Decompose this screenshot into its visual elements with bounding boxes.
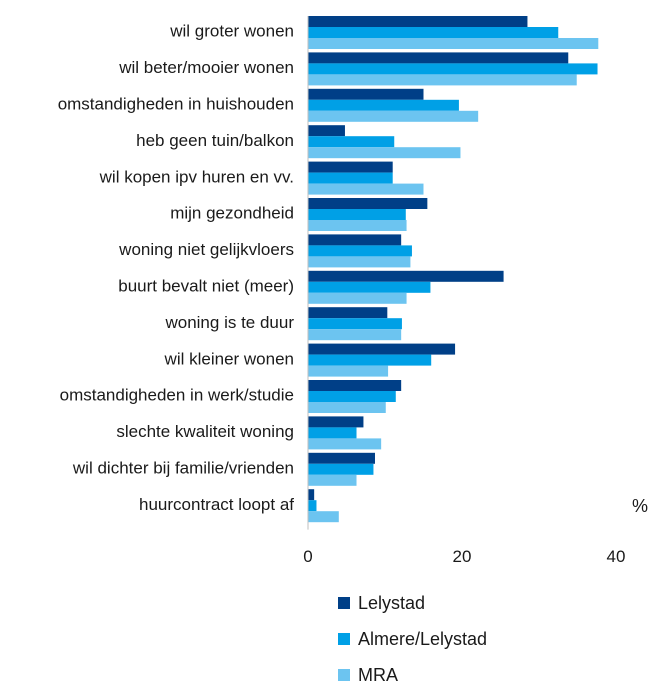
category-label: omstandigheden in werk/studie — [60, 386, 294, 405]
bar-almere-lelystad — [308, 463, 374, 475]
bar-lelystad — [308, 234, 402, 246]
category-label: huurcontract loopt af — [139, 495, 294, 514]
category-label: wil kopen ipv huren en vv. — [99, 167, 294, 186]
unit-label: % — [632, 496, 648, 516]
bar-mra — [308, 511, 339, 523]
bar-lelystad — [308, 343, 456, 355]
category-label: wil kleiner wonen — [164, 349, 294, 368]
x-axis-ticks: 0 20 40 — [303, 547, 625, 566]
bar-almere-lelystad — [308, 63, 598, 75]
legend-item: Almere/Lelystad — [338, 621, 487, 657]
x-tick-label: 0 — [303, 547, 312, 566]
category-label: wil beter/mooier wonen — [118, 58, 294, 77]
bar-mra — [308, 74, 577, 86]
bar-chart: wil groter wonen wil beter/mooier wonen om… — [58, 16, 648, 566]
legend-label: Lelystad — [358, 592, 426, 613]
bar-lelystad — [308, 16, 528, 27]
bars — [307, 16, 599, 530]
category-label: buurt bevalt niet (meer) — [118, 276, 294, 295]
bar-lelystad — [308, 489, 315, 501]
bar-lelystad — [308, 52, 569, 64]
bar-almere-lelystad — [308, 391, 396, 402]
bar-mra — [308, 438, 382, 450]
bar-almere-lelystad — [308, 318, 402, 330]
bar-almere-lelystad — [308, 427, 357, 439]
bar-almere-lelystad — [308, 99, 459, 111]
category-label: slechte kwaliteit woning — [116, 422, 294, 441]
bar-almere-lelystad — [308, 245, 412, 257]
bar-mra — [308, 474, 357, 486]
bar-mra — [308, 220, 407, 231]
category-label: heb geen tuin/balkon — [136, 131, 294, 150]
bar-mra — [308, 329, 402, 341]
bar-mra — [308, 365, 389, 377]
bar-lelystad — [308, 452, 375, 464]
bar-lelystad — [308, 416, 364, 428]
bar-lelystad — [308, 270, 504, 282]
category-label: wil groter wonen — [169, 22, 294, 41]
category-label: mijn gezondheid — [170, 204, 294, 223]
bar-mra — [308, 110, 479, 122]
bar-lelystad — [308, 88, 424, 100]
bar-almere-lelystad — [308, 209, 406, 220]
x-tick-label: 40 — [607, 547, 626, 566]
legend-swatch — [338, 669, 350, 681]
category-label: wil dichter bij familie/vrienden — [72, 458, 294, 477]
legend-swatch — [338, 633, 350, 645]
bar-lelystad — [308, 307, 388, 319]
bar-lelystad — [308, 380, 402, 391]
legend-item: MRA — [338, 657, 487, 693]
bar-lelystad — [308, 125, 345, 137]
bar-lelystad — [308, 161, 393, 173]
bar-almere-lelystad — [308, 172, 393, 184]
legend: Lelystad Almere/Lelystad MRA — [338, 585, 487, 693]
bar-mra — [308, 256, 411, 268]
bar-almere-lelystad — [308, 500, 317, 512]
bar-mra — [308, 183, 424, 195]
category-label: woning is te duur — [164, 313, 294, 332]
bar-mra — [308, 292, 407, 304]
legend-label: MRA — [358, 664, 398, 685]
bar-mra — [308, 402, 386, 413]
legend-swatch — [338, 597, 350, 609]
bar-mra — [308, 38, 599, 49]
bar-lelystad — [308, 198, 428, 209]
legend-label: Almere/Lelystad — [358, 628, 488, 649]
x-tick-label: 20 — [453, 547, 472, 566]
bar-mra — [308, 147, 461, 159]
category-labels: wil groter wonen wil beter/mooier wonen om… — [58, 22, 295, 514]
bar-almere-lelystad — [308, 354, 432, 366]
category-label: omstandigheden in huishouden — [58, 94, 294, 113]
category-label: woning niet gelijkvloers — [118, 240, 294, 259]
bar-almere-lelystad — [308, 136, 395, 148]
bar-almere-lelystad — [308, 27, 559, 38]
bar-almere-lelystad — [308, 281, 431, 293]
legend-item: Lelystad — [338, 585, 487, 621]
